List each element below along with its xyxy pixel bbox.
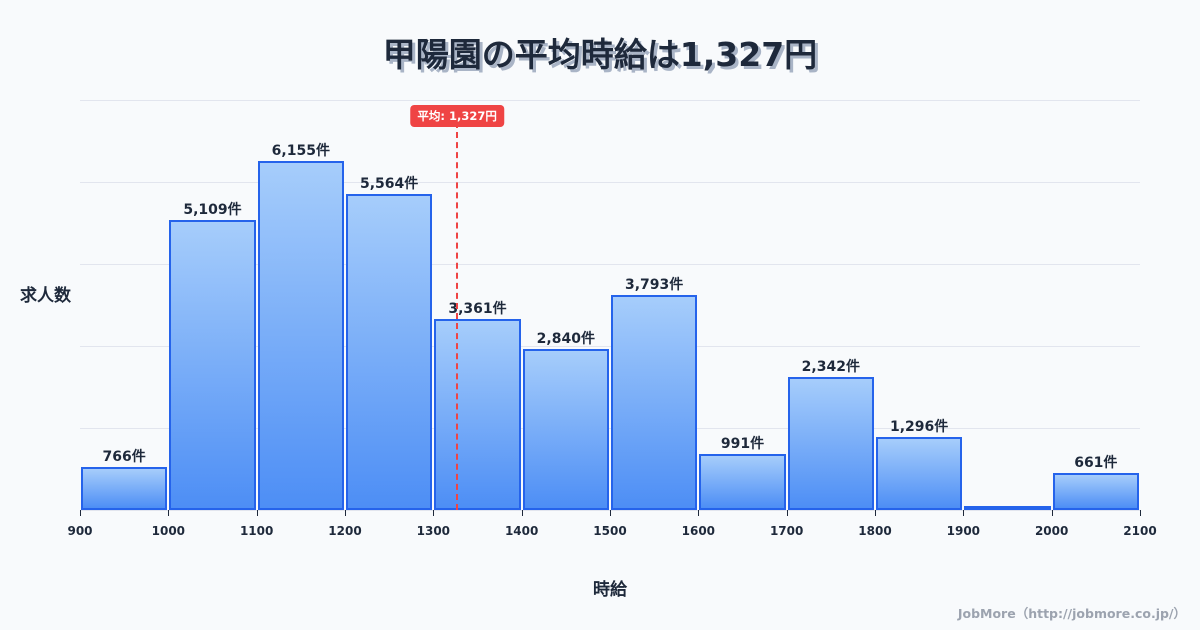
bar-value-label: 661件: [1074, 454, 1118, 471]
x-tick-label: 1100: [239, 524, 274, 538]
histogram-bar[interactable]: [964, 506, 1051, 510]
bar-value-label: 3,361件: [448, 301, 507, 318]
x-axis-tick: [963, 510, 965, 516]
histogram-bar[interactable]: [787, 377, 874, 510]
x-axis-tick: [256, 510, 258, 516]
source-credit: JobMore（http://jobmore.co.jp/）: [957, 606, 1186, 621]
x-axis-tick: [786, 510, 788, 516]
x-axis-tick: [345, 510, 346, 516]
x-tick-label: 1400: [504, 524, 539, 538]
x-tick-label: 900: [67, 524, 93, 538]
x-axis-label: 時給: [593, 580, 627, 600]
x-axis-tick: [698, 510, 700, 516]
histogram-bar[interactable]: [699, 453, 786, 510]
gridline: [80, 428, 1140, 429]
histogram-bar[interactable]: [346, 194, 433, 510]
x-tick-label: 1800: [858, 524, 892, 538]
x-tick-label: 2100: [1123, 524, 1157, 538]
histogram-bar[interactable]: [876, 436, 963, 510]
histogram-bar[interactable]: [611, 294, 698, 510]
x-axis-tick: [1051, 510, 1053, 516]
average-line: [456, 122, 459, 510]
histogram-plot-area: 766件 5,109件 6,155件 5,564件 3,361件 2,840件 3,793件…: [67, 100, 1157, 538]
average-badge: 平均: 1,327円: [410, 105, 504, 127]
bar-value-label: 5,109件: [183, 202, 242, 219]
x-tick-label: 1700: [769, 524, 804, 538]
chart-title: 甲陽園の平均時給は1,327円: [382, 35, 818, 74]
bar-value-label: 991件: [720, 435, 765, 452]
x-tick-label: 1200: [328, 524, 362, 538]
x-tick-label: 2000: [1034, 524, 1069, 538]
histogram-bar[interactable]: [1052, 472, 1139, 510]
gridline: [80, 346, 1140, 347]
bar-value-label: 2,342件: [801, 359, 860, 376]
x-tick-label: 1300: [416, 524, 451, 538]
bar-value-label: 6,155件: [271, 142, 330, 159]
x-tick-label: 1900: [946, 524, 981, 538]
x-tick-label: 1500: [593, 524, 627, 538]
histogram-bar[interactable]: [434, 319, 521, 510]
bar-value-label: 5,564件: [360, 176, 419, 193]
x-tick-label: 1600: [681, 524, 716, 538]
histogram-bar[interactable]: [257, 160, 344, 510]
x-axis-tick: [80, 510, 81, 516]
x-axis-tick: [168, 510, 170, 516]
histogram-bar[interactable]: [522, 348, 609, 510]
bar-value-label: 1,296件: [890, 418, 949, 435]
x-tick-label: 1000: [151, 524, 186, 538]
bar-value-label: 766件: [102, 448, 146, 465]
bar-value-label: 2,840件: [536, 330, 595, 347]
x-axis-tick: [610, 510, 611, 516]
bar-value-label: 3,793件: [625, 276, 684, 293]
x-axis-tick: [1140, 510, 1141, 516]
histogram-bar[interactable]: [169, 220, 256, 510]
gridline: [80, 182, 1140, 183]
x-axis-tick: [875, 510, 876, 516]
x-axis-tick: [433, 510, 435, 516]
gridline: [80, 264, 1140, 265]
x-axis-tick: [521, 510, 523, 516]
histogram-bar[interactable]: [81, 466, 168, 510]
gridline: [80, 100, 1140, 101]
y-axis-label: 求人数: [20, 286, 71, 306]
